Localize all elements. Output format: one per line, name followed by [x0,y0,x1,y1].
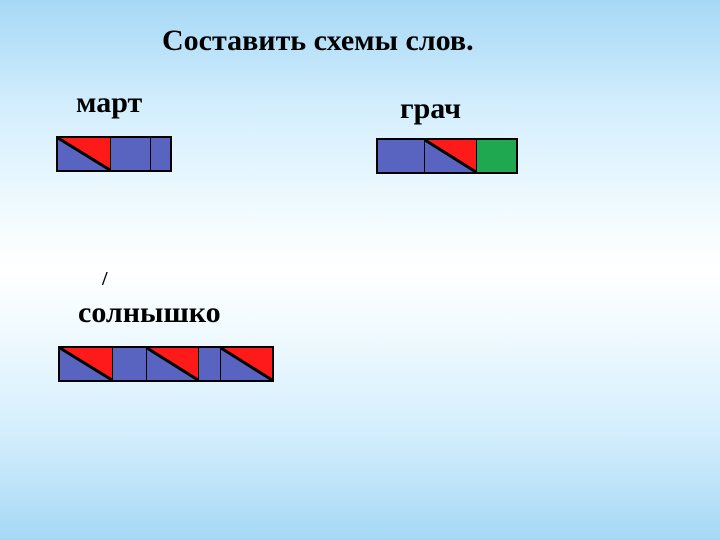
scheme-cell [220,348,272,380]
solid-cell [199,348,220,380]
solid-cell [477,140,516,172]
sound-scheme [58,346,274,382]
scheme-cell [198,348,220,380]
word-label: солнышко [78,296,221,330]
sound-scheme [376,138,518,174]
scheme-cell [150,138,170,170]
scheme-cell [424,140,476,172]
solid-cell [378,140,424,172]
scheme-cell [58,138,110,170]
scheme-cell [110,138,150,170]
solid-cell [151,138,170,170]
page-title: Составить схемы слов. [162,24,474,58]
split-cell-triangle [60,348,112,380]
word-label: грач [400,92,461,126]
stress-mark: / [102,268,108,291]
split-cell-triangle [425,140,476,172]
scheme-cell [146,348,198,380]
solid-cell [113,348,146,380]
word-label: март [76,86,142,120]
split-cell-triangle [58,138,110,170]
scheme-cell [112,348,146,380]
scheme-cell [60,348,112,380]
split-cell-triangle [221,348,272,380]
split-cell-triangle [147,348,198,380]
solid-cell [111,138,150,170]
sound-scheme [56,136,172,172]
scheme-cell [476,140,516,172]
scheme-cell [378,140,424,172]
